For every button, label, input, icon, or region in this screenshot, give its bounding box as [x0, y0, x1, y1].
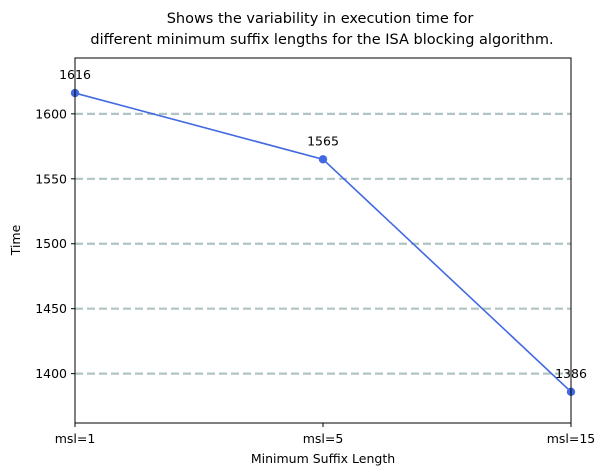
data-label: 1565	[307, 133, 339, 148]
x-axis-ticks: msl=1 msl=5 msl=15	[55, 423, 596, 446]
plot-frame	[74, 57, 572, 424]
y-axis-label: Time	[8, 224, 23, 256]
grid-lines	[75, 112, 571, 375]
x-tick-label: msl=15	[547, 431, 596, 446]
y-tick-label: 1550	[35, 171, 67, 186]
chart-title-line-1: Shows the variability in execution time …	[167, 11, 474, 27]
x-axis-label: Minimum Suffix Length	[251, 451, 395, 466]
chart-title-line-2: different minimum suffix lengths for the…	[90, 32, 553, 48]
y-tick-label: 1450	[35, 301, 67, 316]
x-tick-label: msl=1	[55, 431, 96, 446]
y-tick-label: 1600	[35, 106, 67, 121]
y-tick-label: 1500	[35, 236, 67, 251]
y-axis-ticks: 1400 1450 1500 1550 1600	[35, 106, 75, 381]
x-tick-label: msl=5	[303, 431, 344, 446]
data-point	[318, 155, 328, 164]
y-tick-label: 1400	[35, 366, 67, 381]
